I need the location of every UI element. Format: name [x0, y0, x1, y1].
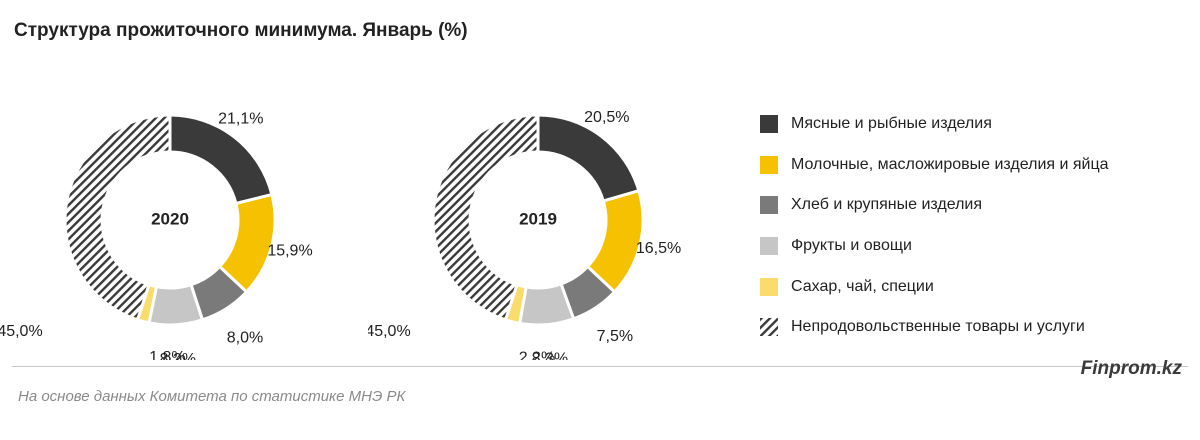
data-label-dairy: 16,5% [636, 240, 681, 257]
data-label-nonfood: 45,0% [368, 323, 411, 340]
legend-swatch [760, 155, 778, 174]
legend-item-bread: Хлеб и крупяные изделия [760, 185, 1109, 226]
donut-center-label: 2020 [151, 209, 189, 228]
footer-divider [12, 366, 1188, 367]
data-label-fruit: 8,3% [532, 351, 568, 360]
data-label-sugar: 2,2% [519, 349, 555, 360]
legend-swatch [760, 196, 778, 215]
data-label-meat: 21,1% [218, 110, 263, 127]
legend-label: Молочные, масложировые изделия и яйца [791, 155, 1109, 173]
data-label-bread: 7,5% [597, 328, 633, 345]
legend-label: Мясные и рыбные изделия [791, 115, 992, 133]
chart-title: Структура прожиточного минимума. Январь … [14, 20, 468, 41]
legend-item-nonfood: Непродовольственные товары и услуги [760, 307, 1109, 348]
donut-center-label: 2019 [519, 209, 557, 228]
data-label-dairy: 15,9% [267, 242, 312, 259]
data-label-nonfood: 45,0% [0, 323, 43, 340]
legend-swatch [760, 237, 778, 256]
legend-label: Хлеб и крупяные изделия [791, 196, 983, 214]
legend-label: Фрукты и овощи [791, 237, 912, 255]
chart-legend: Мясные и рыбные изделия Молочные, маслож… [760, 104, 1109, 348]
legend-item-dairy: Молочные, масложировые изделия и яйца [760, 145, 1109, 186]
legend-swatch [760, 318, 778, 337]
brand-logo-text: Finprom.kz [1080, 358, 1182, 379]
donut-slice-nonfood [431, 113, 540, 322]
legend-label: Сахар, чай, специи [791, 277, 934, 295]
legend-swatch [760, 115, 778, 134]
donut-chart-2020: 21,1% 15,9% 8,0% 8,2%1,8% 45,0% 2020 [0, 110, 313, 360]
legend-item-meat: Мясные и рыбные изделия [760, 104, 1109, 145]
source-note: На основе данных Комитета по статистике … [18, 388, 406, 405]
legend-swatch [760, 277, 778, 296]
data-label-bread: 8,0% [227, 329, 263, 346]
legend-item-fruit: Фрукты и овощи [760, 226, 1109, 267]
data-label-sugar: 1,8% [149, 349, 185, 360]
legend-item-sugar: Сахар, чай, специи [760, 266, 1109, 307]
donut-slice-nonfood [63, 113, 172, 322]
legend-label: Непродовольственные товары и услуги [791, 318, 1085, 336]
donut-slice-meat [536, 113, 641, 203]
data-label-fruit: 8,2% [160, 351, 196, 360]
donut-chart-2019: 20,5% 16,5% 7,5% 8,3%2,2% 45,0% 2019 [368, 109, 681, 360]
donut-slice-meat [168, 113, 274, 206]
data-label-meat: 20,5% [584, 109, 629, 126]
